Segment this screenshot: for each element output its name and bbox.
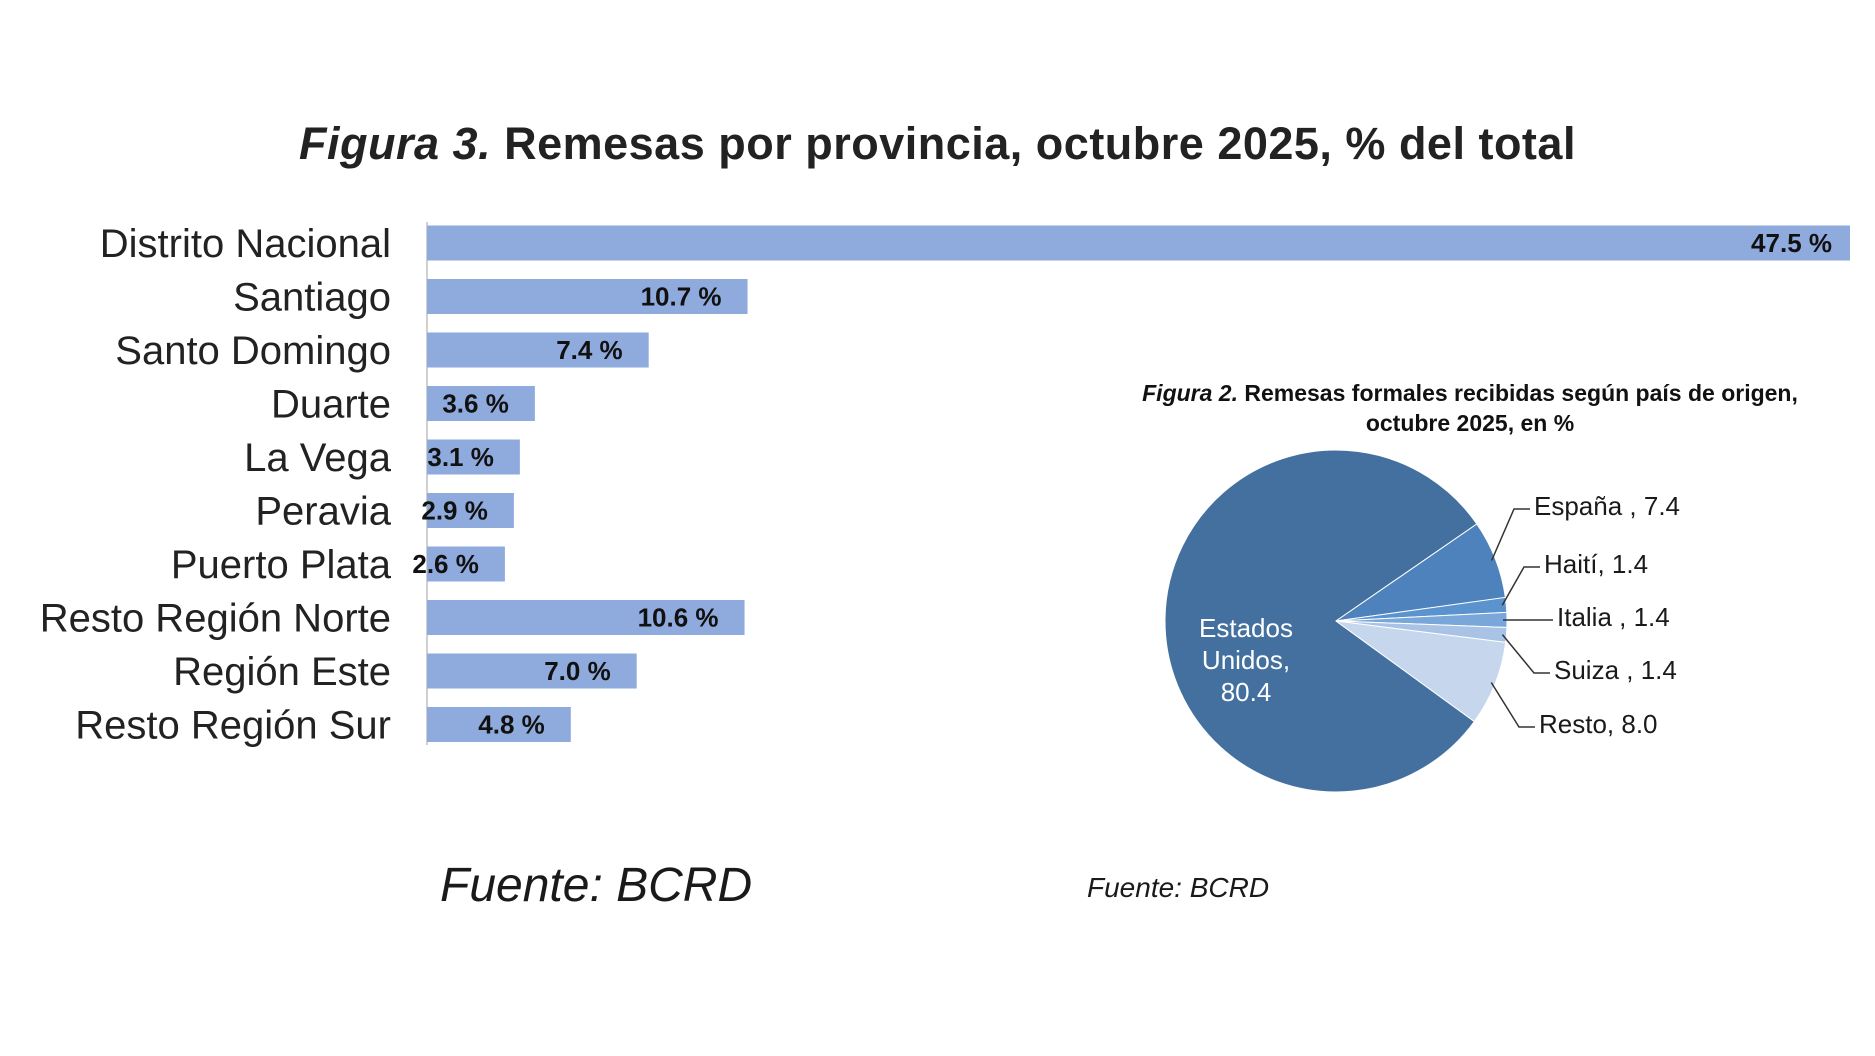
pie-leader-line bbox=[1490, 682, 1535, 728]
figure3-title: Figura 3. Remesas por provincia, octubre… bbox=[0, 118, 1875, 170]
bar-value-label: 47.5 % bbox=[1751, 228, 1832, 258]
bar bbox=[427, 546, 505, 582]
bar-value-label: 3.6 % bbox=[442, 389, 509, 419]
figure2-title-line2: octubre 2025, en % bbox=[1365, 410, 1575, 436]
pie-label-espana: España , 7.4 bbox=[1534, 491, 1680, 521]
bar bbox=[427, 600, 745, 635]
bar bbox=[427, 653, 637, 689]
figure3-source: Fuente: BCRD bbox=[440, 859, 753, 912]
figure3-title-text: Remesas por provincia, octubre 2025, % d… bbox=[491, 118, 1576, 169]
bar-value-label: 7.0 % bbox=[544, 656, 611, 686]
pie-slice-resto bbox=[1335, 620, 1507, 723]
bar-category-label: Santiago bbox=[233, 276, 391, 320]
bar-category-label: Región Este bbox=[173, 650, 391, 694]
figure2-title-line1: Figura 2. Remesas formales recibidas seg… bbox=[1040, 378, 1875, 408]
bar-category-label: Resto Región Sur bbox=[75, 704, 391, 748]
bar bbox=[427, 707, 571, 742]
pie-label-resto: Resto, 8.0 bbox=[1539, 709, 1658, 739]
figure2-title: Figura 2. Remesas formales recibidas seg… bbox=[1040, 378, 1875, 438]
figure2-title-text: Remesas formales recibidas según país de… bbox=[1237, 380, 1798, 406]
province-bar-chart: Distrito Nacional 47.5 % Santiago 10.7 % San… bbox=[40, 222, 1850, 748]
bar-value-label: 3.1 % bbox=[427, 442, 494, 472]
bar bbox=[427, 386, 535, 421]
bar bbox=[427, 493, 514, 528]
bar-category-label: Distrito Nacional bbox=[100, 222, 391, 266]
bar-category-label: La Vega bbox=[244, 436, 392, 480]
pie-label-estados-unidos: Unidos, bbox=[1202, 645, 1290, 675]
pie-label-suiza: Suiza , 1.4 bbox=[1554, 655, 1677, 685]
bar-value-label: 7.4 % bbox=[556, 335, 623, 365]
bar-value-label: 4.8 % bbox=[478, 710, 545, 740]
bar-category-label: Santo Domingo bbox=[115, 329, 391, 373]
bar-value-label: 2.9 % bbox=[421, 496, 488, 526]
bar bbox=[427, 439, 520, 475]
figure2-title-number: Figura 2. bbox=[1142, 380, 1238, 406]
pie-label-estados-unidos: 80.4 bbox=[1221, 677, 1272, 707]
bar-category-label: Peravia bbox=[255, 490, 391, 534]
bar-category-label: Duarte bbox=[271, 383, 391, 427]
bar bbox=[427, 332, 649, 368]
bar-value-label: 10.6 % bbox=[638, 603, 719, 633]
pie-label-italia: Italia , 1.4 bbox=[1557, 602, 1670, 632]
bar bbox=[427, 279, 748, 314]
pie-leader-line bbox=[1501, 634, 1550, 674]
figure3-title-number: Figura 3. bbox=[299, 118, 492, 169]
bar-value-label: 10.7 % bbox=[641, 282, 722, 312]
bar-category-label: Resto Región Norte bbox=[40, 597, 391, 641]
bar-value-label: 2.6 % bbox=[412, 549, 479, 579]
bar-category-label: Puerto Plata bbox=[171, 543, 392, 587]
figure2-source: Fuente: BCRD bbox=[1087, 872, 1270, 903]
pie-leader-line bbox=[1501, 566, 1540, 606]
pie-label-haiti: Haití, 1.4 bbox=[1544, 549, 1648, 579]
pie-label-estados-unidos: Estados bbox=[1199, 613, 1293, 643]
pie-leader-line bbox=[1490, 508, 1530, 561]
pie-slice-estados-unidos bbox=[1164, 449, 1478, 793]
bar bbox=[427, 225, 1850, 261]
